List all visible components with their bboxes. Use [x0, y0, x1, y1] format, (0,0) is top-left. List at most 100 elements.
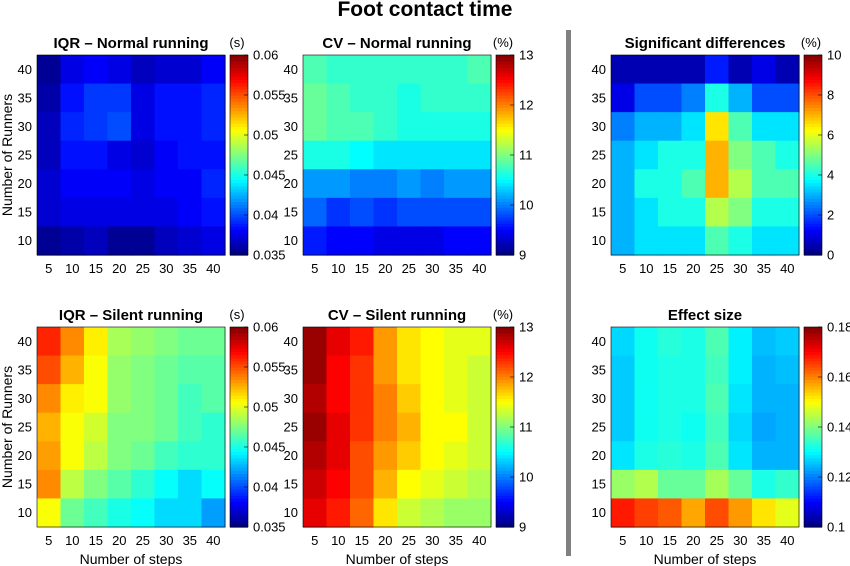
colorbar-segment [230, 117, 248, 122]
heatmap-cell [775, 412, 800, 442]
colorbar-segment [496, 67, 514, 72]
heatmap-cell [681, 112, 706, 142]
heatmap-panel: CV – Silent running 5 10 15 20 25 30 35 40 10 15 20… [284, 307, 534, 566]
colorbar-segment [230, 333, 248, 337]
x-tick-label: 15 [355, 261, 369, 276]
heatmap-cell [37, 197, 62, 228]
plot-frame [302, 326, 492, 528]
colorbar-segment [230, 367, 248, 372]
heatmap-cell [303, 469, 328, 500]
colorbar-segment [230, 348, 248, 353]
colorbar-segment [496, 348, 514, 353]
colorbar-segment [230, 489, 248, 494]
heatmap-cell [705, 197, 730, 228]
colorbar-segment [230, 448, 248, 453]
heatmap-cell [154, 169, 179, 199]
heatmap-cell [107, 169, 132, 199]
panel-divider [566, 30, 571, 556]
y-tick-label: 20 [284, 448, 298, 463]
heatmap-cell [397, 441, 422, 471]
colorbar-segment [804, 92, 822, 97]
heatmap-cell [728, 384, 753, 414]
heatmap-cell [178, 140, 203, 170]
y-tick-label: 30 [284, 119, 298, 134]
heatmap-cell [658, 169, 683, 199]
colorbar-segment [230, 327, 248, 331]
heatmap-cell [107, 55, 132, 85]
colorbar-segment [804, 133, 822, 137]
colorbar-segment [804, 495, 822, 500]
colorbar-segment [804, 55, 822, 59]
colorbar-segment [496, 511, 514, 516]
heatmap-cell [154, 112, 179, 142]
heatmap-cell [178, 412, 203, 442]
colorbar-segment [230, 330, 248, 334]
colorbar-segment [496, 395, 514, 400]
heatmap-cell [373, 226, 398, 256]
colorbar-segment [230, 192, 248, 197]
heatmap-cell [178, 384, 203, 414]
y-tick-label: 15 [18, 477, 32, 492]
colorbar-segment [804, 405, 822, 409]
heatmap-cell [373, 169, 398, 199]
heatmap-cell [303, 355, 328, 385]
heatmap-cell [84, 140, 109, 170]
colorbar-segment [496, 467, 514, 472]
colorbar-segment [496, 480, 514, 484]
colorbar-segment [804, 61, 822, 65]
colorbar-segment [496, 452, 514, 456]
colorbar-segment [804, 383, 822, 387]
heatmap-cell [420, 412, 445, 442]
heatmap-cell [444, 83, 469, 113]
heatmap-cell [350, 355, 375, 385]
heatmap-cell [775, 140, 800, 170]
heatmap-cell [611, 441, 636, 471]
colorbar-segment [804, 98, 822, 103]
colorbar-segment [804, 223, 822, 228]
x-tick-label: 30 [733, 261, 747, 276]
colorbar-segment [230, 514, 248, 519]
colorbar-segment [804, 427, 822, 431]
heatmap-cell [681, 498, 706, 528]
heatmap-cell [775, 355, 800, 385]
heatmap-cell [84, 83, 109, 113]
colorbar-segment [804, 211, 822, 215]
heatmap-cell [131, 140, 156, 170]
x-axis-label: Number of steps [346, 551, 449, 566]
colorbar-segment [496, 245, 514, 250]
colorbar-segment [230, 464, 248, 469]
heatmap-cell [752, 355, 777, 385]
heatmap-cell [201, 412, 226, 442]
colorbar-segment [804, 523, 822, 528]
heatmap-cell [775, 441, 800, 471]
colorbar-segment [804, 477, 822, 481]
colorbar-segment [230, 505, 248, 509]
heatmap-cell [326, 412, 351, 442]
colorbar-segment [230, 55, 248, 59]
heatmap-cell [60, 197, 85, 228]
colorbar-tick-label: 9 [519, 520, 526, 535]
colorbar-segment [230, 430, 248, 434]
heatmap-cell [444, 384, 469, 414]
colorbar-segment [496, 226, 514, 231]
heatmap-cell [303, 384, 328, 414]
y-tick-label: 20 [18, 176, 32, 191]
colorbar-segment [230, 133, 248, 137]
heatmap-cell [705, 140, 730, 170]
heatmap-cell [467, 441, 492, 471]
heatmap-cell [37, 498, 62, 528]
colorbar-segment [496, 414, 514, 419]
colorbar-segment [804, 205, 822, 209]
colorbar-segment [230, 414, 248, 419]
colorbar-segment [804, 111, 822, 115]
colorbar-segment [230, 158, 248, 162]
colorbar-segment [230, 98, 248, 103]
colorbar-segment [230, 461, 248, 466]
colorbar-segment [230, 70, 248, 75]
colorbar-segment [230, 108, 248, 112]
heatmap-cell [37, 226, 62, 256]
heatmap-cell [681, 55, 706, 85]
colorbar-segment [804, 436, 822, 441]
colorbar-segment [230, 211, 248, 215]
colorbar-tick-label: 0.12 [827, 470, 850, 485]
